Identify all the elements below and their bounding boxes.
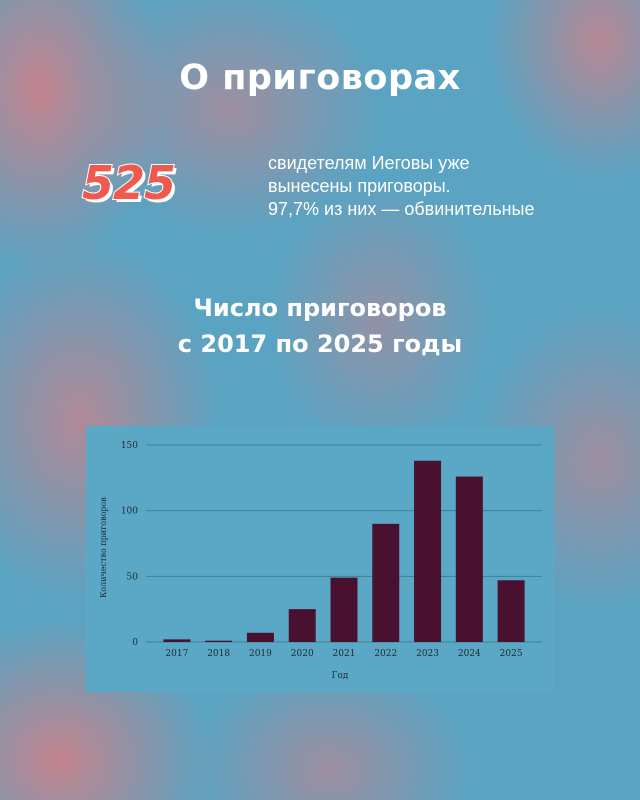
y-tick-label: 150	[121, 441, 138, 451]
x-tick-label: 2025	[500, 649, 523, 659]
y-axis-label: Количество приговоров	[99, 497, 108, 598]
x-tick-label: 2017	[165, 649, 188, 659]
sentence-count: 525	[81, 155, 177, 211]
stat-description: свидетелям Иеговы уже вынесены приговоры…	[268, 152, 608, 221]
bar	[372, 523, 400, 642]
x-tick-label: 2024	[458, 649, 481, 659]
stat-line: вынесены приговоры.	[268, 176, 451, 196]
stat-line: свидетелям Иеговы уже	[268, 153, 470, 173]
stat-line: 97,7% из них — обвинительные	[268, 199, 535, 219]
bar	[246, 632, 274, 642]
chart-section-title-line: Число приговоров	[193, 294, 447, 322]
y-tick-label: 0	[132, 638, 138, 648]
x-tick-label: 2021	[333, 649, 356, 659]
y-tick-label: 100	[121, 507, 138, 517]
page-title: О приговорах	[179, 58, 461, 98]
x-tick-label: 2020	[291, 649, 314, 659]
chart-section-title: Число приговоров с 2017 по 2025 годы	[0, 290, 640, 362]
bar-chart: 0 50 100 150 2017 2018 2019 2020 2021 2022 2023 202…	[86, 426, 554, 692]
bar	[497, 580, 525, 642]
bar	[455, 476, 483, 642]
x-tick-label: 2018	[207, 649, 230, 659]
x-tick-label: 2019	[249, 649, 272, 659]
y-tick-label: 50	[127, 572, 139, 582]
bar	[330, 577, 358, 642]
bar	[414, 460, 442, 642]
chart-section-title-line: с 2017 по 2025 годы	[177, 330, 463, 358]
bar-chart-svg: 0 50 100 150 2017 2018 2019 2020 2021 2022 2023 202…	[99, 441, 542, 681]
bar	[205, 640, 233, 642]
bar	[288, 609, 316, 642]
x-tick-label: 2023	[416, 649, 439, 659]
x-tick-label: 2022	[374, 649, 397, 659]
x-axis-label: Год	[332, 671, 349, 681]
bar	[163, 639, 191, 642]
